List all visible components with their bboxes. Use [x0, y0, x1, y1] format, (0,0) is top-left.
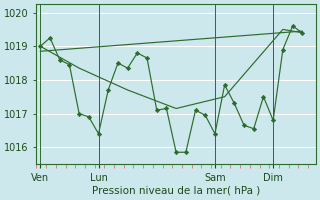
X-axis label: Pression niveau de la mer( hPa ): Pression niveau de la mer( hPa ) [92, 186, 260, 196]
